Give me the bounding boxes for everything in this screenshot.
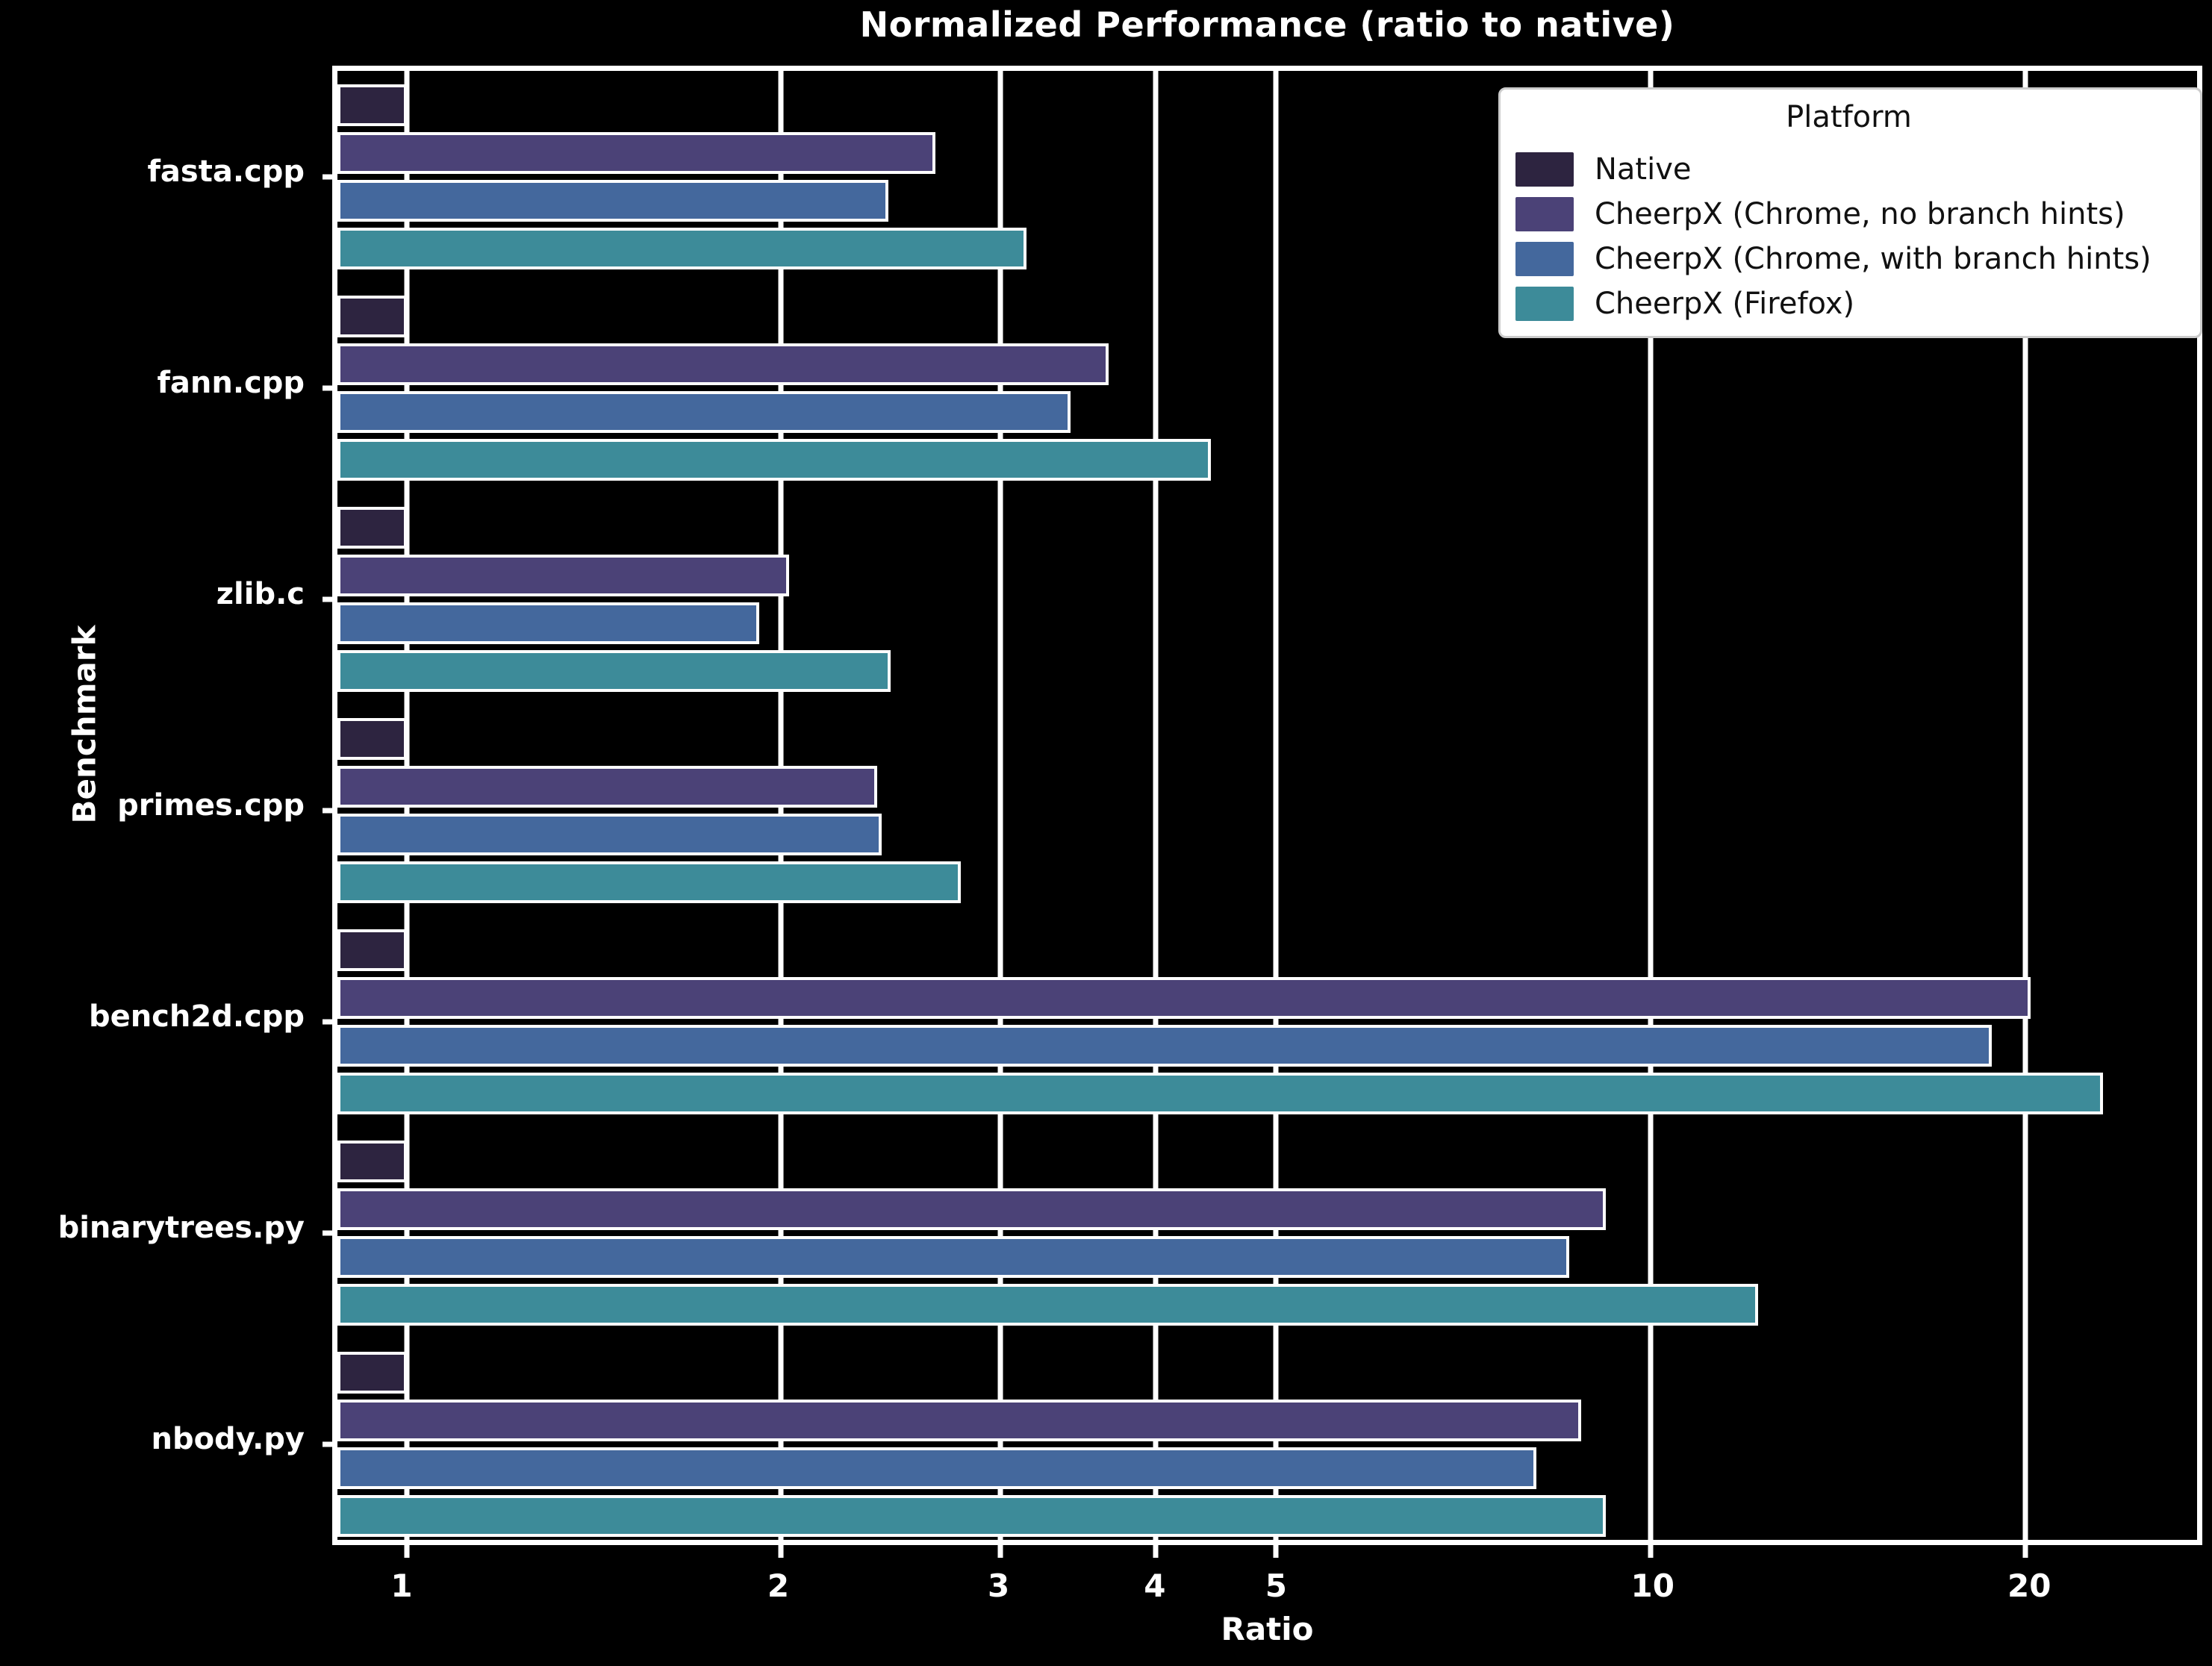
legend-swatch-2 — [1515, 242, 1574, 276]
bar-primes.cpp-cheerpx-chrome-no-branch-hints- — [337, 766, 878, 808]
xtick-mark-2 — [778, 1540, 784, 1558]
gridline-x-5 — [1273, 71, 1279, 1540]
xtick-label-20: 20 — [2007, 1567, 2051, 1604]
legend-label-1: CheerpX (Chrome, no branch hints) — [1595, 197, 2125, 231]
bar-binarytrees.py-native — [337, 1141, 407, 1183]
bar-primes.cpp-native — [337, 718, 407, 760]
legend-label-0: Native — [1595, 152, 1692, 187]
xtick-mark-10 — [1648, 1540, 1654, 1558]
xtick-mark-4 — [1153, 1540, 1159, 1558]
ytick-label-binarytrees.py: binarytrees.py — [57, 1211, 305, 1246]
legend-swatch-0 — [1515, 152, 1574, 187]
xtick-mark-20 — [2022, 1540, 2028, 1558]
legend-label-2: CheerpX (Chrome, with branch hints) — [1595, 242, 2152, 276]
bar-bench2d.cpp-cheerpx-chrome-no-branch-hints- — [337, 977, 2031, 1020]
bar-zlib.c-cheerpx-chrome-no-branch-hints- — [337, 554, 789, 596]
bar-zlib.c-cheerpx-firefox- — [337, 649, 891, 692]
legend-items: Native CheerpX (Chrome, no branch hints) C… — [1515, 152, 2182, 321]
xtick-mark-5 — [1273, 1540, 1279, 1558]
bar-primes.cpp-cheerpx-firefox- — [337, 861, 962, 903]
legend: Platform Native CheerpX (Chrome, no branc… — [1498, 87, 2202, 338]
ytick-mark-nbody.py — [323, 1441, 337, 1447]
legend-swatch-1 — [1515, 197, 1574, 231]
legend-title: Platform — [1786, 100, 1912, 134]
ytick-label-zlib.c: zlib.c — [216, 576, 305, 611]
bar-zlib.c-cheerpx-chrome-with-branch-hints- — [337, 602, 759, 644]
bar-zlib.c-native — [337, 506, 407, 549]
legend-item-1: CheerpX (Chrome, no branch hints) — [1515, 197, 2182, 231]
ytick-label-bench2d.cpp: bench2d.cpp — [88, 999, 305, 1035]
ytick-mark-binarytrees.py — [323, 1230, 337, 1236]
ytick-mark-fann.cpp — [323, 385, 337, 391]
bar-bench2d.cpp-cheerpx-chrome-with-branch-hints- — [337, 1025, 1992, 1067]
legend-item-0: Native — [1515, 152, 2182, 187]
gridline-x-10 — [1648, 71, 1654, 1540]
ytick-label-nbody.py: nbody.py — [151, 1422, 305, 1457]
gridline-x-20 — [2022, 71, 2028, 1540]
bar-binarytrees.py-cheerpx-chrome-no-branch-hints- — [337, 1188, 1606, 1231]
ytick-mark-bench2d.cpp — [323, 1019, 337, 1025]
x-axis-label: Ratio — [1221, 1611, 1314, 1647]
ytick-mark-fasta.cpp — [323, 174, 337, 180]
xtick-mark-1 — [404, 1540, 409, 1558]
bar-fasta.cpp-cheerpx-chrome-with-branch-hints- — [337, 179, 889, 222]
legend-swatch-3 — [1515, 287, 1574, 321]
bar-fann.cpp-cheerpx-chrome-with-branch-hints- — [337, 390, 1071, 433]
bar-bench2d.cpp-native — [337, 929, 407, 972]
bar-nbody.py-cheerpx-chrome-with-branch-hints- — [337, 1447, 1537, 1490]
bar-fann.cpp-native — [337, 295, 407, 337]
ytick-label-fasta.cpp: fasta.cpp — [147, 154, 305, 189]
bar-fasta.cpp-cheerpx-firefox- — [337, 227, 1026, 269]
bar-binarytrees.py-cheerpx-firefox- — [337, 1284, 1758, 1326]
bar-bench2d.cpp-cheerpx-firefox- — [337, 1073, 2103, 1115]
bar-fasta.cpp-cheerpx-chrome-no-branch-hints- — [337, 131, 935, 174]
gridline-x-4 — [1153, 71, 1159, 1540]
bar-nbody.py-cheerpx-firefox- — [337, 1495, 1606, 1538]
bar-primes.cpp-cheerpx-chrome-with-branch-hints- — [337, 814, 882, 855]
xtick-label-10: 10 — [1630, 1567, 1675, 1604]
chart-title: Normalized Performance (ratio to native) — [859, 4, 1675, 45]
xtick-label-1: 1 — [390, 1567, 413, 1604]
legend-label-3: CheerpX (Firefox) — [1595, 287, 1855, 321]
ytick-label-primes.cpp: primes.cpp — [117, 788, 305, 823]
ytick-label-fann.cpp: fann.cpp — [157, 365, 305, 400]
xtick-mark-3 — [997, 1540, 1003, 1558]
xtick-label-3: 3 — [987, 1567, 1010, 1604]
bar-fann.cpp-cheerpx-chrome-no-branch-hints- — [337, 343, 1109, 385]
xtick-label-2: 2 — [767, 1567, 790, 1604]
bar-fann.cpp-cheerpx-firefox- — [337, 438, 1211, 481]
bar-binarytrees.py-cheerpx-chrome-with-branch-hints- — [337, 1236, 1569, 1279]
bar-nbody.py-native — [337, 1352, 407, 1394]
xtick-label-5: 5 — [1265, 1567, 1287, 1604]
y-axis-label: Benchmark — [66, 625, 103, 824]
bar-fasta.cpp-native — [337, 84, 407, 126]
bar-nbody.py-cheerpx-chrome-no-branch-hints- — [337, 1400, 1582, 1442]
xtick-label-4: 4 — [1144, 1567, 1166, 1604]
legend-item-3: CheerpX (Firefox) — [1515, 287, 2182, 321]
gridline-x-3 — [997, 71, 1003, 1540]
ytick-mark-primes.cpp — [323, 808, 337, 814]
legend-item-2: CheerpX (Chrome, with branch hints) — [1515, 242, 2182, 276]
ytick-mark-zlib.c — [323, 596, 337, 602]
